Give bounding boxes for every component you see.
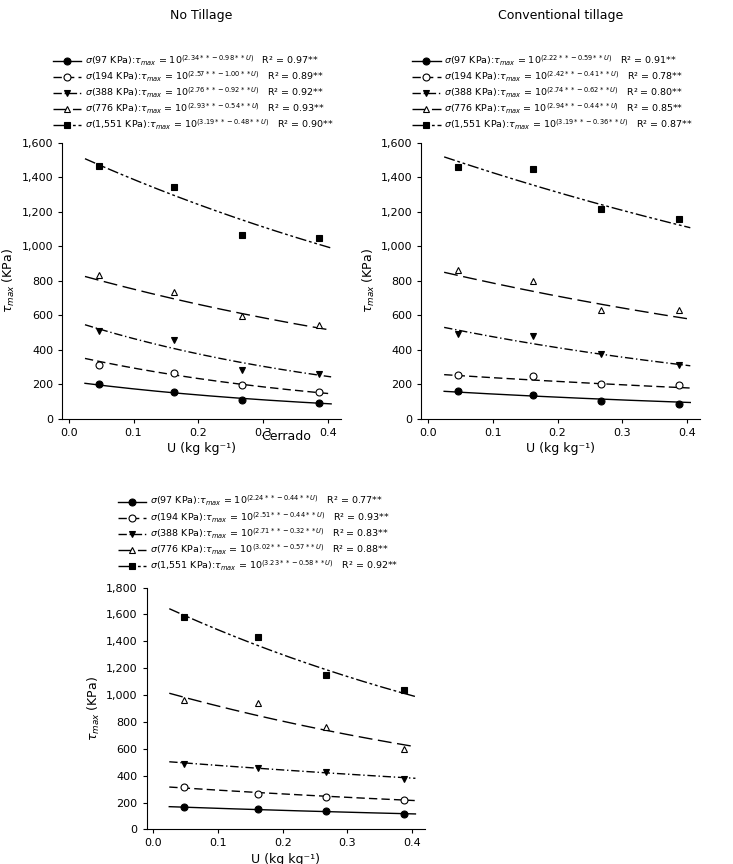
X-axis label: U (kg kg⁻¹): U (kg kg⁻¹)	[526, 442, 595, 455]
Y-axis label: $\tau_{max}$ (KPa): $\tau_{max}$ (KPa)	[86, 676, 102, 741]
Legend: $\sigma$(97 KPa):$\tau_{max}$ = 10$^{(2.22** - 0.59**U)}$   R² = 0.91**, $\sigma: $\sigma$(97 KPa):$\tau_{max}$ = 10$^{(2.…	[412, 54, 693, 132]
Y-axis label: $\tau_{max}$ (KPa): $\tau_{max}$ (KPa)	[1, 248, 18, 314]
Text: No Tillage: No Tillage	[170, 9, 233, 22]
Y-axis label: $\tau_{max}$ (KPa): $\tau_{max}$ (KPa)	[361, 248, 377, 314]
Text: Cerrado: Cerrado	[261, 430, 311, 443]
X-axis label: U (kg kg⁻¹): U (kg kg⁻¹)	[251, 853, 320, 864]
Legend: $\sigma$(97 KPa):$\tau_{max}$ = 10$^{(2.34** - 0.98**U)}$   R² = 0.97**, $\sigma: $\sigma$(97 KPa):$\tau_{max}$ = 10$^{(2.…	[53, 54, 334, 132]
X-axis label: U (kg kg⁻¹): U (kg kg⁻¹)	[167, 442, 236, 455]
Legend: $\sigma$(97 KPa):$\tau_{max}$ = 10$^{(2.24** - 0.44**U)}$   R² = 0.77**, $\sigma: $\sigma$(97 KPa):$\tau_{max}$ = 10$^{(2.…	[118, 494, 398, 573]
Text: Conventional tillage: Conventional tillage	[498, 9, 623, 22]
